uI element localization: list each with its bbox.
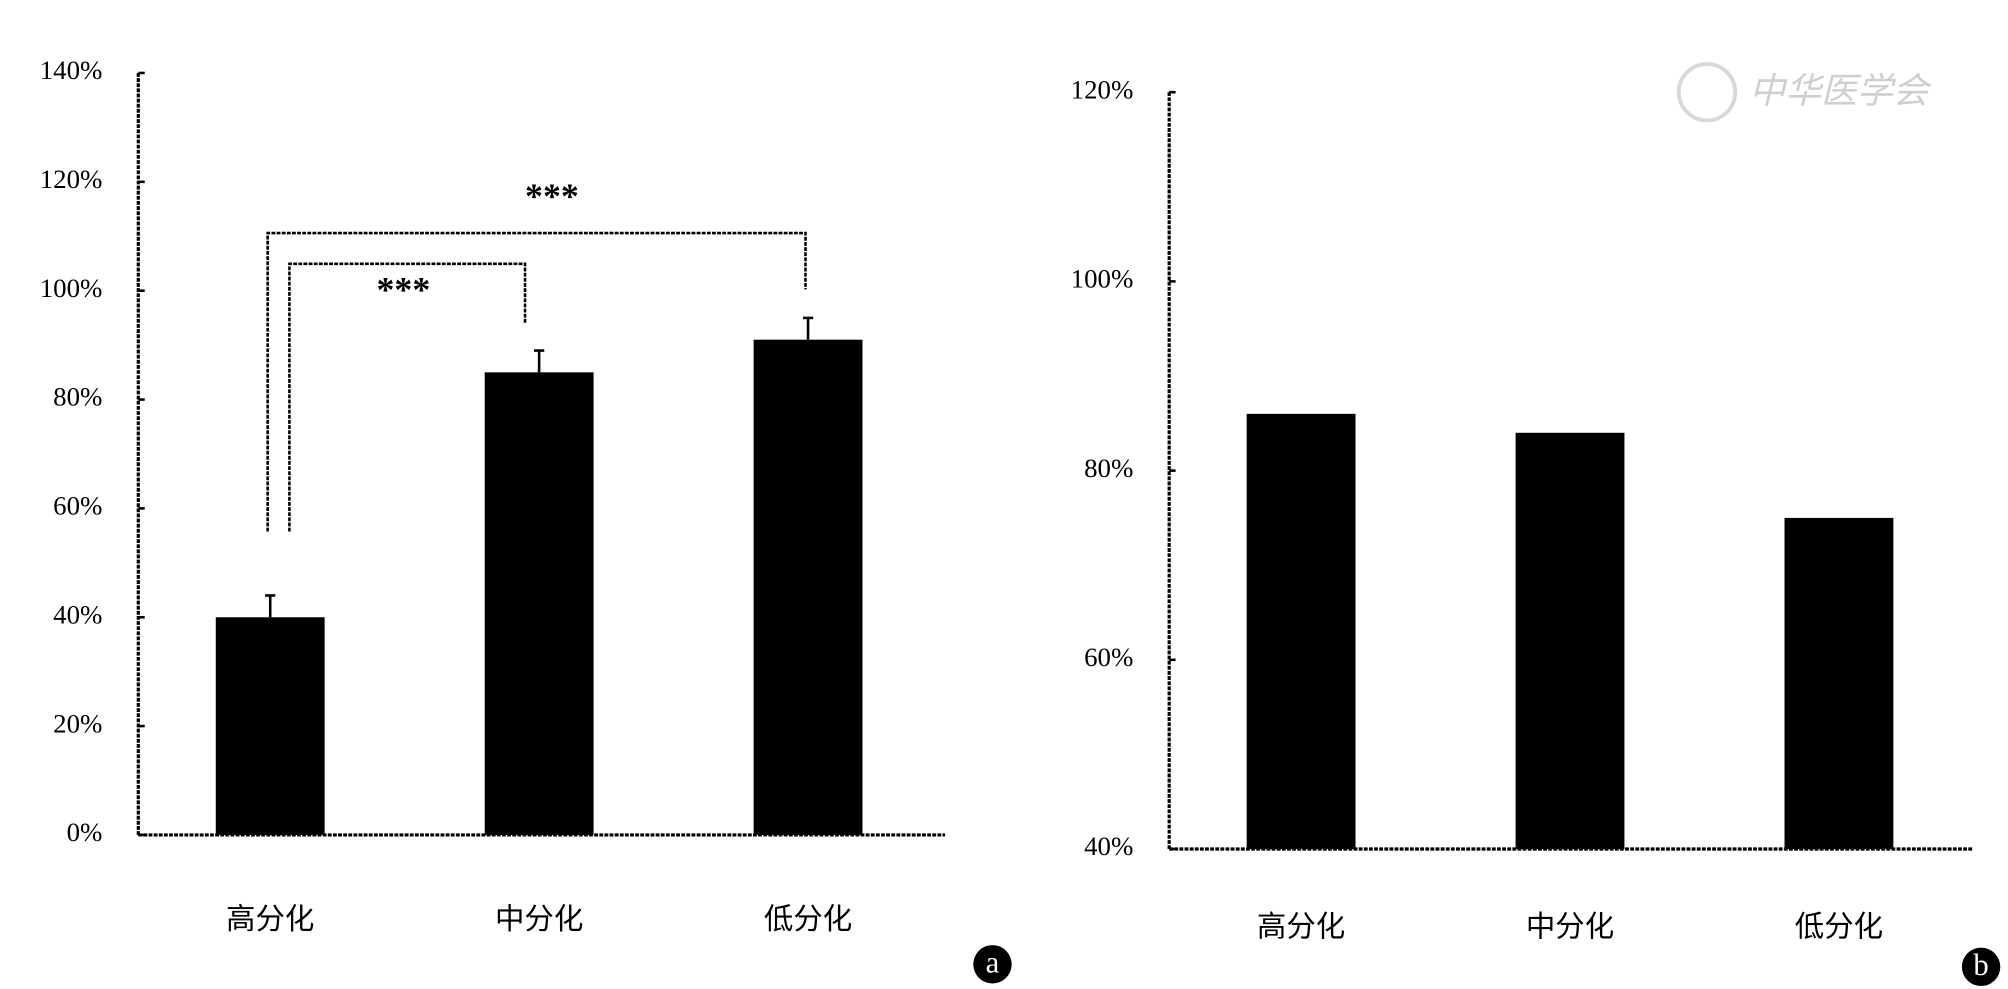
bar bbox=[215, 617, 325, 835]
y-tick-label: 100% bbox=[40, 273, 103, 303]
y-tick-label: 20% bbox=[53, 708, 102, 738]
watermark: 中华医学会 bbox=[1749, 71, 1932, 111]
x-tick-label: 高分化 bbox=[1257, 910, 1345, 943]
bar bbox=[1515, 432, 1625, 850]
y-tick-label: 140% bbox=[40, 55, 103, 85]
y-tick-label: 40% bbox=[53, 599, 102, 629]
bar bbox=[1246, 413, 1356, 850]
y-tick-label: 60% bbox=[1084, 642, 1133, 672]
x-tick-label: 中分化 bbox=[495, 903, 583, 936]
panel-label: b bbox=[1973, 948, 1988, 982]
panel-label: a bbox=[986, 946, 1000, 980]
bar bbox=[484, 372, 594, 835]
x-tick-label: 低分化 bbox=[1795, 910, 1883, 943]
x-tick-label: 高分化 bbox=[226, 903, 314, 936]
significance-bracket bbox=[266, 231, 807, 532]
y-tick-label: 0% bbox=[67, 817, 103, 847]
y-tick-label: 80% bbox=[53, 382, 102, 412]
y-tick-label: 120% bbox=[1071, 74, 1134, 104]
bar bbox=[753, 339, 863, 835]
x-tick-label: 低分化 bbox=[764, 903, 852, 936]
bar bbox=[1784, 517, 1894, 850]
y-tick-label: 120% bbox=[40, 164, 103, 194]
x-tick-label: 中分化 bbox=[1526, 910, 1614, 943]
y-tick-label: 100% bbox=[1071, 264, 1134, 294]
figure-body: 中华医学会 0% 20% 40% 60% 80% 100% 120% 140% 高分化 中分化 低分… bbox=[40, 55, 2001, 987]
significance-label: *** bbox=[525, 176, 579, 216]
panel-badge bbox=[973, 945, 1012, 984]
y-tick-label: 60% bbox=[53, 491, 102, 521]
watermark-logo bbox=[1676, 62, 1738, 123]
y-tick-label: 80% bbox=[1084, 453, 1133, 483]
significance-bracket bbox=[288, 262, 527, 532]
y-tick-label: 40% bbox=[1084, 831, 1133, 861]
panel-badge bbox=[1961, 947, 2001, 987]
significance-label: *** bbox=[377, 269, 431, 309]
